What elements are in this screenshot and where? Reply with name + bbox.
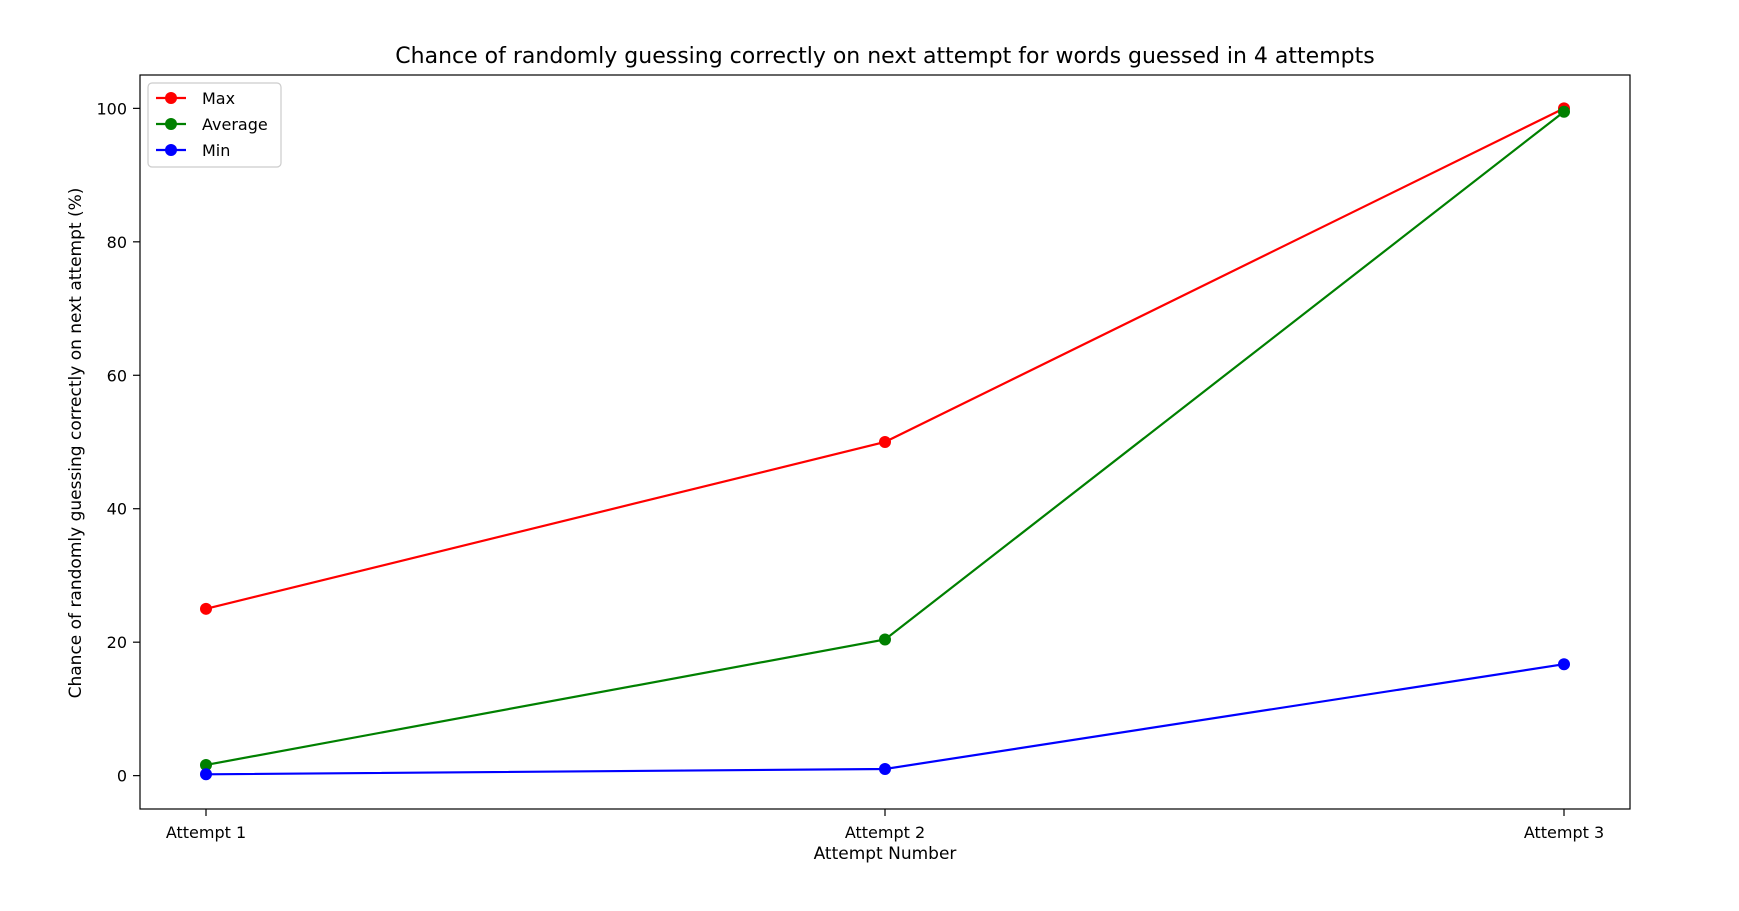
y-tick-label: 0 xyxy=(117,767,127,786)
data-point-min xyxy=(1558,658,1570,671)
y-tick-label: 60 xyxy=(107,366,127,385)
data-point-min xyxy=(200,768,212,781)
data-point-average xyxy=(879,633,891,646)
x-axis-label: Attempt Number xyxy=(814,844,957,864)
legend-swatch-marker xyxy=(165,92,177,104)
legend: Max Average Min xyxy=(147,82,282,168)
legend-label-max: Max xyxy=(202,89,235,108)
data-point-max xyxy=(200,602,212,615)
legend-box xyxy=(147,82,282,168)
x-tick-label: Attempt 1 xyxy=(166,823,246,842)
plot-area: 0 20 40 60 80 100 Attempt 1 Attempt 2 Attempt 3 xyxy=(96,74,1631,842)
data-point-min xyxy=(879,762,891,775)
y-tick-label: 80 xyxy=(107,233,127,252)
y-tick-label: 20 xyxy=(107,633,127,652)
y-tick-label: 40 xyxy=(107,500,127,519)
x-tick-label: Attempt 2 xyxy=(845,823,925,842)
legend-swatch-marker xyxy=(165,144,177,156)
data-point-max xyxy=(879,436,891,448)
legend-label-average: Average xyxy=(202,115,268,134)
x-tick-label: Attempt 3 xyxy=(1524,823,1604,842)
y-axis-label: Chance of randomly guessing correctly on… xyxy=(66,188,86,699)
y-tick-label: 100 xyxy=(96,99,127,118)
legend-label-min: Min xyxy=(202,141,230,160)
data-point-average xyxy=(1558,105,1570,118)
legend-swatch-marker xyxy=(165,118,177,130)
chart-title: Chance of randomly guessing correctly on… xyxy=(395,44,1374,69)
data-point-average xyxy=(200,758,212,771)
